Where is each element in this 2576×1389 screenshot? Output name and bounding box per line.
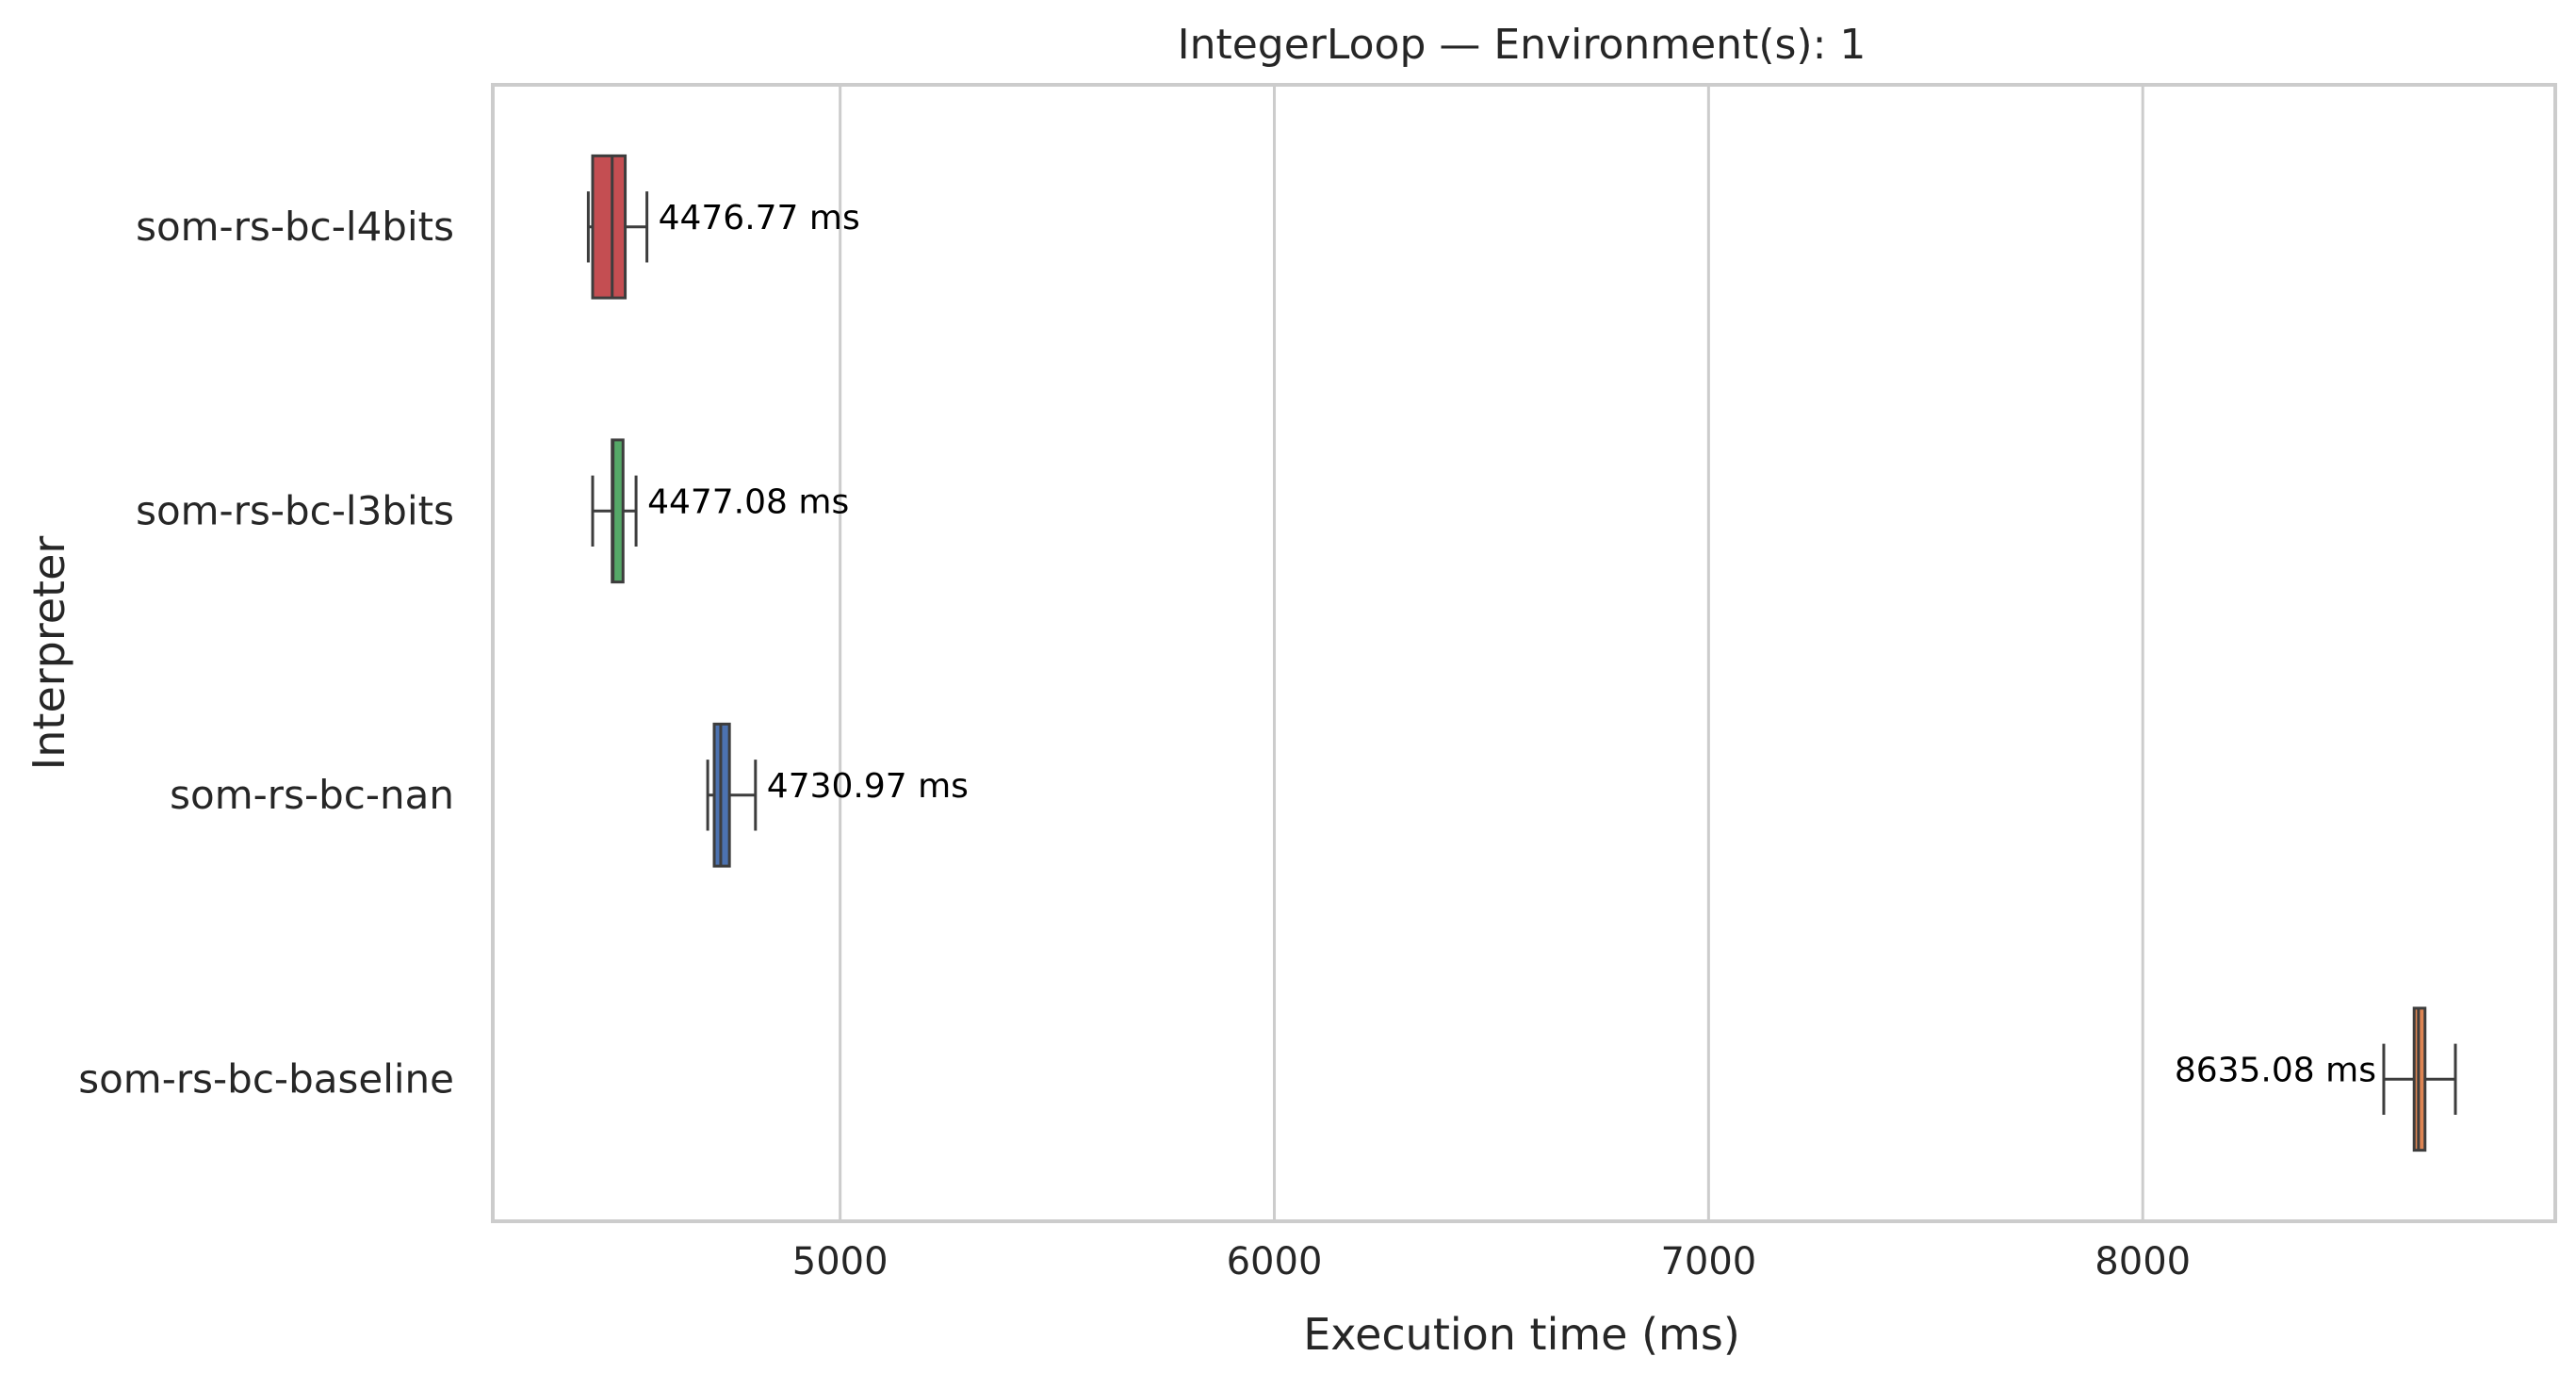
x-tick-labels: 5000 6000 7000 8000 [792,1240,2191,1283]
y-tick-label-som-rs-bc-baseline: som-rs-bc-baseline [78,1055,454,1102]
box-som-rs-bc-nan: 4730.97 ms [706,722,969,868]
boxes: 4476.77 ms 4477.08 ms 4730.97 ms 8635.08 ms [586,154,2457,1152]
iqr-box-som-rs-bc-l4bits [591,154,628,300]
data-label-som-rs-bc-nan: 4730.97 ms [767,767,969,806]
data-label-som-rs-bc-l4bits: 4476.77 ms [659,199,860,237]
data-label-som-rs-bc-baseline: 8635.08 ms [2175,1051,2376,1089]
box-som-rs-bc-l3bits: 4477.08 ms [591,438,849,584]
chart-title: IntegerLoop — Environment(s): 1 [1178,21,1867,69]
box-som-rs-bc-baseline: 8635.08 ms [2175,1006,2457,1152]
y-tick-label-som-rs-bc-l3bits: som-rs-bc-l3bits [136,487,454,533]
gridlines [839,85,2144,1221]
y-tick-labels: som-rs-bc-l4bits som-rs-bc-l3bits som-rs-b… [78,204,454,1103]
plot-frame [491,83,2557,1223]
y-tick-label-som-rs-bc-l4bits: som-rs-bc-l4bits [136,204,454,250]
y-tick-label-som-rs-bc-nan: som-rs-bc-nan [170,772,454,818]
data-label-som-rs-bc-l3bits: 4477.08 ms [647,482,849,521]
y-axis-label: Interpreter [24,536,74,771]
x-tick-label-6000: 6000 [1227,1240,1323,1283]
x-tick-label-8000: 8000 [2095,1240,2191,1283]
x-axis-label: Execution time (ms) [1303,1309,1740,1360]
x-tick-label-7000: 7000 [1660,1240,1756,1283]
box-som-rs-bc-l4bits: 4476.77 ms [586,154,860,300]
x-tick-label-5000: 5000 [792,1240,889,1283]
